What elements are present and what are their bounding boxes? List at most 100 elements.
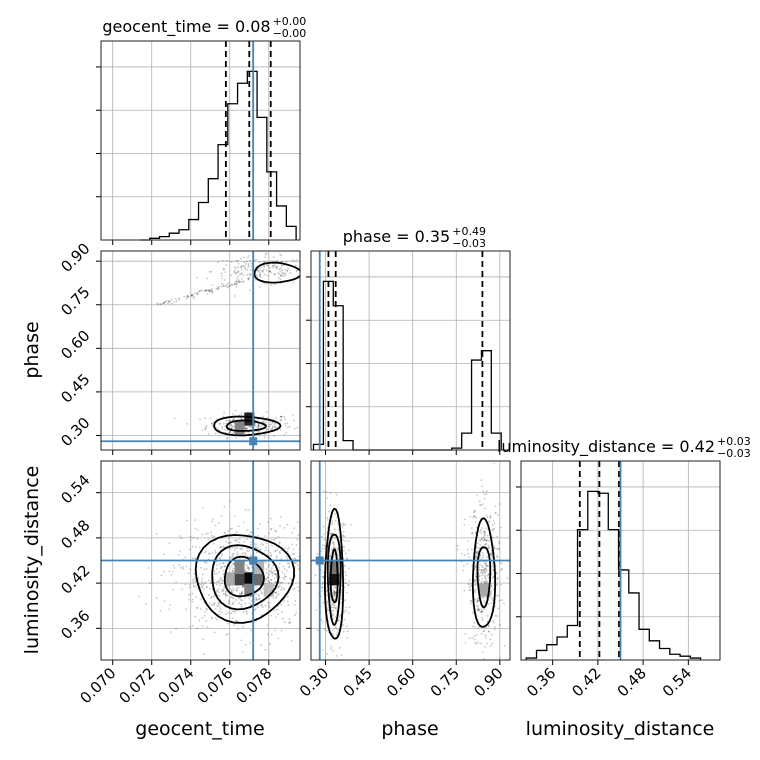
sample-point: [481, 577, 484, 580]
sample-point: [268, 563, 271, 566]
sample-point: [283, 578, 286, 581]
sample-point: [482, 490, 485, 493]
truth-marker: [249, 437, 258, 446]
sample-point: [246, 269, 249, 271]
sample-point: [240, 605, 243, 608]
sample-point: [332, 546, 335, 549]
sample-point: [490, 602, 493, 605]
sample-point: [267, 436, 270, 439]
sample-point: [491, 536, 494, 539]
sample-point: [485, 626, 488, 629]
sample-point: [215, 572, 218, 575]
density-cell: [329, 572, 340, 586]
title-plus-error: +0.49: [452, 225, 486, 238]
sample-point: [280, 274, 282, 277]
sample-point: [481, 527, 484, 529]
sample-point: [178, 297, 181, 300]
sample-point: [223, 279, 226, 281]
sample-point: [191, 600, 194, 603]
sample-point: [467, 540, 469, 542]
sample-point: [210, 289, 212, 292]
sample-point: [487, 547, 490, 549]
sample-point: [248, 568, 251, 571]
sample-point: [234, 547, 237, 549]
sample-point: [469, 584, 472, 587]
sample-point: [203, 614, 206, 617]
sample-point: [194, 615, 197, 618]
sample-point: [337, 555, 340, 558]
sample-point: [316, 584, 318, 586]
sample-point: [216, 427, 219, 429]
sample-point: [232, 610, 234, 613]
title-plus-error: +0.03: [717, 435, 751, 448]
sample-point: [278, 586, 280, 589]
sample-point: [280, 267, 282, 270]
sample-point: [201, 429, 204, 432]
sample-point: [266, 624, 269, 627]
sample-point: [471, 637, 474, 639]
sample-point: [254, 546, 257, 548]
sample-point: [272, 256, 275, 259]
sample-point: [334, 607, 337, 610]
panel-frame: [520, 460, 721, 661]
sample-point: [494, 511, 497, 514]
x-tick-label-phase: 0.60: [383, 664, 419, 700]
y-tick-label-luminosity-distance: 0.54: [57, 471, 93, 507]
sample-point: [321, 544, 324, 546]
sample-point: [323, 544, 326, 547]
sample-point: [261, 424, 264, 427]
sample-point: [234, 282, 237, 285]
sample-point: [288, 621, 291, 624]
sample-point: [344, 578, 347, 581]
sample-point: [233, 417, 235, 420]
sample-point: [262, 420, 264, 423]
sample-point: [276, 549, 279, 551]
sample-point: [223, 428, 226, 431]
sample-point: [284, 575, 287, 578]
sample-point: [331, 606, 333, 609]
sample-point: [222, 593, 225, 595]
sample-point: [332, 542, 335, 544]
sample-point: [269, 517, 272, 520]
sample-point: [248, 602, 251, 605]
sample-point: [223, 565, 226, 568]
sample-point: [244, 427, 247, 430]
sample-point: [279, 415, 282, 418]
sample-point: [480, 611, 482, 614]
density-contour: [225, 419, 267, 432]
density-contour: [194, 534, 296, 624]
sample-point: [189, 625, 191, 628]
sample-point: [475, 552, 478, 555]
sample-point: [327, 608, 329, 611]
sample-point: [222, 569, 225, 572]
sample-point: [271, 571, 273, 574]
sample-point: [295, 270, 298, 273]
sample-point: [239, 257, 242, 260]
sample-point: [270, 569, 273, 572]
histogram-luminosity-distance: [525, 490, 702, 660]
sample-point: [266, 576, 269, 579]
sample-point: [246, 427, 248, 429]
sample-point: [256, 606, 259, 609]
sample-point: [314, 599, 316, 601]
sample-point: [494, 512, 497, 515]
sample-point: [491, 642, 493, 645]
sample-point: [478, 568, 481, 571]
sample-point: [222, 415, 225, 418]
sample-point: [258, 597, 260, 600]
sample-point: [222, 573, 225, 576]
sample-point: [230, 283, 233, 286]
density-cell: [244, 412, 255, 426]
sample-point: [228, 419, 231, 422]
sample-point: [306, 597, 308, 599]
sample-point: [188, 593, 191, 596]
sample-point: [213, 570, 216, 572]
sample-point: [280, 419, 283, 422]
sample-point: [208, 587, 211, 590]
sample-point: [264, 648, 267, 651]
sample-point: [261, 592, 263, 595]
sample-point: [496, 577, 499, 580]
sample-point: [278, 268, 281, 271]
sample-point: [267, 576, 269, 579]
